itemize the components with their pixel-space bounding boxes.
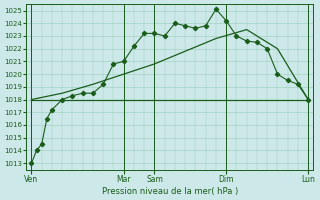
X-axis label: Pression niveau de la mer( hPa ): Pression niveau de la mer( hPa ) [102, 187, 238, 196]
